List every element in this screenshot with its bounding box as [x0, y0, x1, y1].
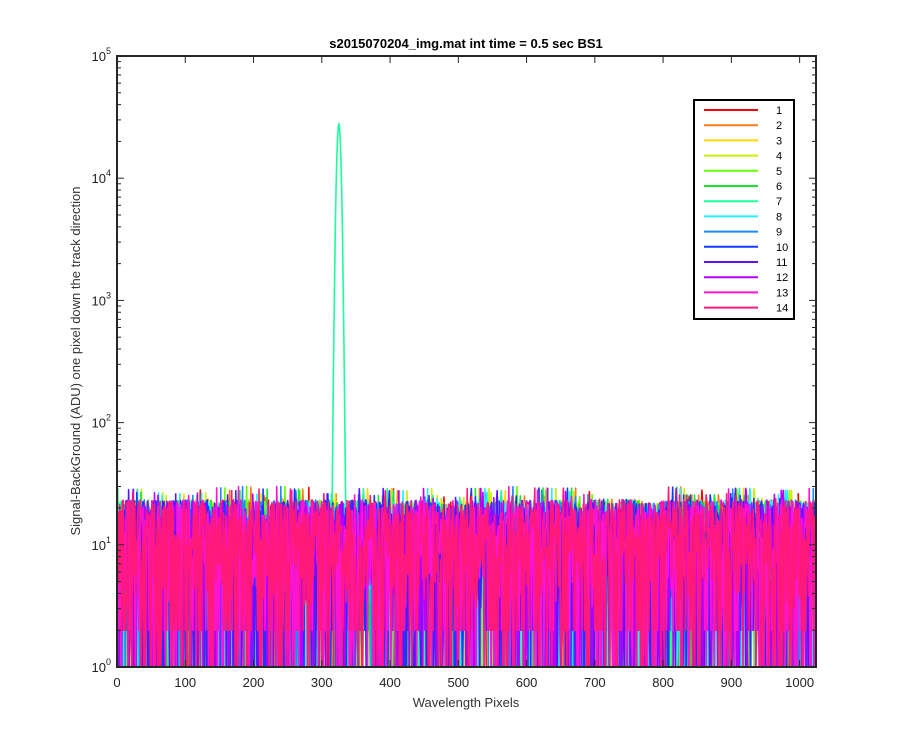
legend-label-14: 14 [776, 303, 788, 315]
plot-frame [116, 55, 817, 668]
legend-label-3: 3 [776, 135, 782, 147]
x-tick-label: 200 [243, 675, 265, 690]
y-tick-exponent: 0 [106, 657, 111, 667]
chart-title: s2015070204_img.mat int time = 0.5 sec B… [329, 36, 603, 51]
legend-label-9: 9 [776, 227, 782, 239]
y-tick-exponent: 3 [106, 290, 111, 300]
y-tick-exponent: 4 [106, 168, 111, 178]
legend-label-12: 12 [776, 272, 788, 284]
legend-label-6: 6 [776, 181, 782, 193]
x-axis-ticks: 0 100 200 300 400 500 600 700 800 900 1000 [113, 56, 814, 690]
x-tick-label: 1000 [785, 675, 814, 690]
series-line-14 [116, 486, 817, 668]
y-axis-label: Signal-BackGround (ADU) one pixel down t… [68, 186, 83, 535]
legend-label-4: 4 [776, 151, 782, 163]
x-tick-label: 800 [652, 675, 674, 690]
x-tick-label: 400 [379, 675, 401, 690]
y-tick-exponent: 1 [106, 535, 111, 545]
y-tick-exponent: 2 [106, 413, 111, 423]
legend-label-5: 5 [776, 166, 782, 178]
legend-label-2: 2 [776, 120, 782, 132]
legend-label-7: 7 [776, 196, 782, 208]
legend-label-10: 10 [776, 242, 788, 254]
y-tick-exponent: 5 [106, 46, 111, 56]
legend-label-13: 13 [776, 287, 788, 299]
x-tick-label: 100 [174, 675, 196, 690]
x-tick-label: 700 [584, 675, 606, 690]
x-tick-label: 900 [721, 675, 743, 690]
legend-label-1: 1 [776, 105, 782, 117]
legend-label-8: 8 [776, 211, 782, 223]
x-axis-label: Wavelength Pixels [413, 695, 520, 710]
legend-box [693, 99, 795, 320]
x-tick-label: 500 [447, 675, 469, 690]
legend-label-11: 11 [776, 257, 787, 269]
x-tick-label: 300 [311, 675, 333, 690]
x-tick-label: 600 [516, 675, 538, 690]
x-tick-label: 0 [113, 675, 120, 690]
